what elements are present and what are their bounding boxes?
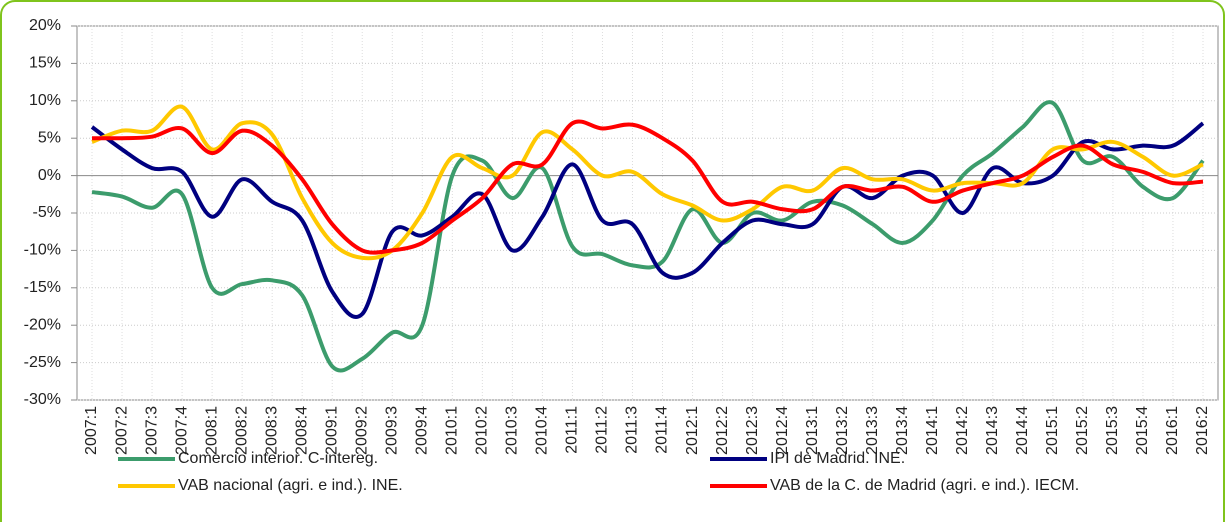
x-tick-label: 2011:4	[654, 406, 671, 454]
legend-label: VAB nacional (agri. e ind.). INE.	[178, 477, 403, 494]
series-line	[91, 100, 1205, 373]
legend-label: VAB de la C. de Madrid (agri. e ind.). I…	[770, 477, 1079, 494]
y-tick-label: 10%	[29, 92, 61, 109]
y-tick-label: -10%	[24, 242, 61, 259]
x-tick-label: 2010:3	[504, 406, 521, 455]
x-tick-label: 2016:1	[1164, 406, 1181, 455]
x-tick-label: 2009:3	[383, 406, 400, 455]
legend-label: IPI de Madrid. INE.	[770, 450, 905, 467]
y-tick-label: 15%	[29, 55, 61, 72]
x-tick-label: 2008:1	[203, 406, 220, 455]
x-tick-label: 2012:2	[714, 406, 731, 455]
x-tick-label: 2008:4	[293, 406, 310, 455]
y-tick-label: -25%	[24, 354, 61, 371]
x-tick-label: 2013:1	[804, 406, 821, 455]
x-tick-label: 2014:3	[984, 406, 1001, 455]
x-tick-label: 2014:4	[1014, 406, 1031, 455]
x-tick-label: 2015:2	[1074, 406, 1091, 455]
y-tick-label: -15%	[24, 279, 61, 296]
y-tick-label: -5%	[33, 204, 61, 221]
x-tick-label: 2007:4	[173, 406, 190, 455]
x-tick-label: 2008:3	[263, 406, 280, 455]
x-tick-label: 2007:1	[83, 406, 100, 455]
x-tick-label: 2007:3	[143, 406, 160, 455]
y-tick-label: 0%	[38, 167, 61, 184]
x-tick-label: 2013:2	[834, 406, 851, 455]
x-tick-label: 2009:4	[414, 406, 431, 455]
x-tick-label: 2011:2	[594, 406, 611, 454]
y-tick-label: 5%	[38, 129, 61, 146]
x-tick-label: 2012:1	[684, 406, 701, 455]
series-line	[90, 121, 1205, 319]
x-tick-label: 2014:1	[924, 406, 941, 455]
x-tick-label: 2009:2	[353, 406, 370, 455]
x-tick-label: 2015:4	[1134, 406, 1151, 455]
y-tick-label: -20%	[24, 316, 61, 333]
x-tick-label: 2012:3	[744, 406, 761, 455]
x-tick-label: 2009:1	[323, 406, 340, 455]
x-tick-label: 2008:2	[233, 406, 250, 455]
y-tick-label: -30%	[24, 391, 61, 408]
x-tick-label: 2016:2	[1194, 406, 1211, 455]
x-tick-label: 2015:3	[1104, 406, 1121, 455]
y-tick-label: 20%	[29, 17, 61, 34]
x-tick-label: 2014:2	[954, 406, 971, 455]
x-tick-label: 2011:1	[564, 406, 581, 454]
x-tick-label: 2007:2	[113, 406, 130, 455]
series-line	[92, 119, 1204, 255]
x-tick-label: 2015:1	[1044, 406, 1061, 455]
legend-label: Comercio interior. C-intereg.	[178, 450, 378, 467]
x-tick-label: 2010:4	[534, 406, 551, 455]
x-tick-label: 2013:4	[894, 406, 911, 455]
x-tick-label: 2010:1	[444, 406, 461, 455]
x-tick-label: 2010:2	[474, 406, 491, 455]
series-line	[91, 104, 1204, 261]
x-tick-label: 2013:3	[864, 406, 881, 455]
x-tick-label: 2011:3	[624, 406, 641, 454]
x-tick-label: 2012:4	[774, 406, 791, 455]
